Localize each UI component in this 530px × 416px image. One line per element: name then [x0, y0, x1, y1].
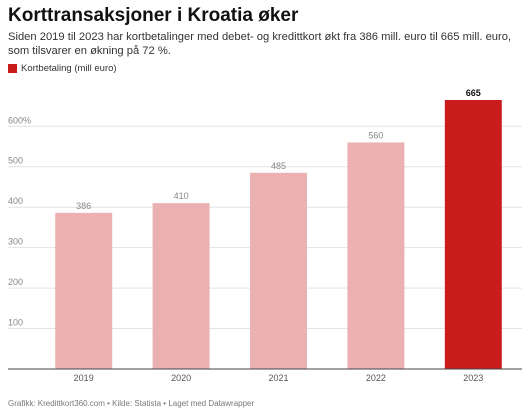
bar: [444, 100, 502, 369]
bar-value-label: 665: [466, 88, 481, 98]
y-tick-label: 400: [8, 196, 23, 206]
y-tick-label: 500: [8, 156, 23, 166]
chart-subtitle: Siden 2019 til 2023 har kortbetalinger m…: [8, 31, 512, 57]
bar: [250, 172, 307, 369]
x-tick-label: 2023: [463, 373, 483, 383]
bar-value-label: 560: [368, 130, 383, 140]
bar-value-label: 485: [271, 161, 286, 171]
x-tick-label: 2022: [366, 373, 386, 383]
legend-swatch: [8, 64, 17, 73]
legend: Kortbetaling (mill euro): [8, 63, 117, 74]
chart-title: Korttransaksjoner i Kroatia øker: [8, 5, 299, 26]
x-tick-label: 2020: [171, 373, 191, 383]
bar: [55, 212, 113, 369]
bar-value-label: 410: [174, 191, 189, 201]
legend-label: Kortbetaling (mill euro): [21, 63, 117, 74]
bar: [152, 203, 210, 369]
y-tick-label: 600%: [8, 115, 31, 125]
y-tick-label: 100: [8, 318, 23, 328]
source-credit: Grafikk: Kredittkort360.com • Kilde: Sta…: [8, 399, 255, 408]
bar-value-label: 386: [76, 201, 91, 211]
y-tick-label: 200: [8, 277, 23, 287]
bar: [347, 142, 405, 369]
x-tick-label: 2019: [74, 373, 94, 383]
y-tick-label: 300: [8, 237, 23, 247]
x-tick-label: 2021: [268, 373, 288, 383]
